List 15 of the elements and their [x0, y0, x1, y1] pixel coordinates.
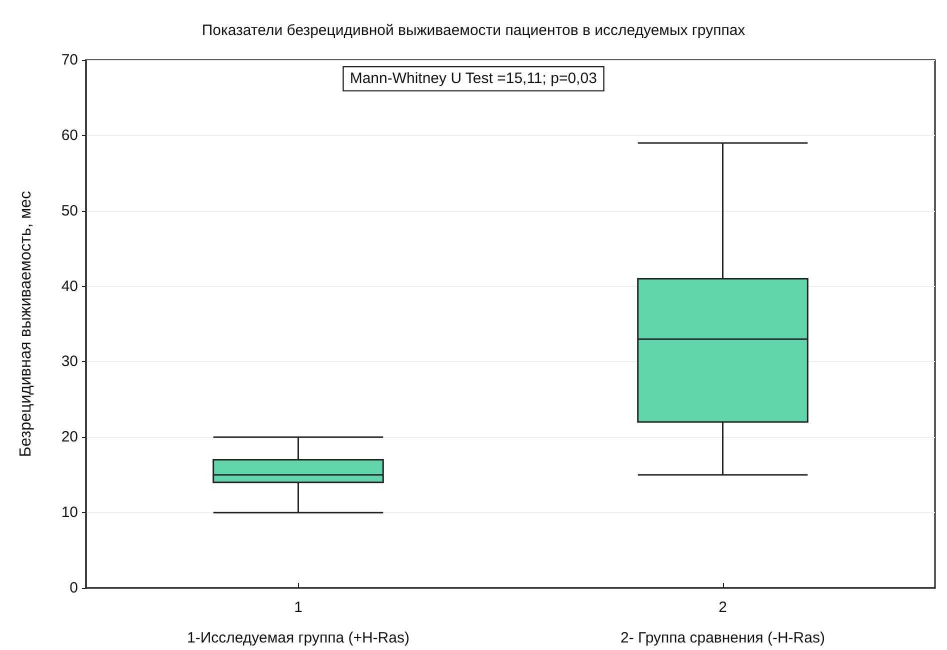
y-axis-title: Безрецидивная выживаемость, мес [18, 190, 34, 458]
text: 2- Группа сравнения (-H-Ras) [620, 630, 825, 646]
chart-title: Показатели безрецидивной выживаемости пациентов в исследуемых группах [202, 22, 746, 39]
y-tick-label: 20 [61, 428, 78, 446]
y-tick-label: 10 [61, 504, 78, 522]
y-tick-label: 30 [61, 353, 78, 370]
y-tick-label: 50 [61, 202, 78, 220]
y-tick-label: 40 [61, 278, 78, 295]
text: 1-Исследуемая группа (+H-Ras) [187, 630, 410, 646]
y-tick-label: 0 [70, 580, 78, 596]
y-tick-label: 70 [61, 52, 78, 68]
y-tick-label: 60 [61, 126, 78, 144]
x-tick-label: 1 [294, 599, 302, 616]
x-tick-label: 2 [718, 599, 727, 616]
annotation: Mann-Whitney U Test =15,11; p=0,03 [350, 70, 597, 88]
